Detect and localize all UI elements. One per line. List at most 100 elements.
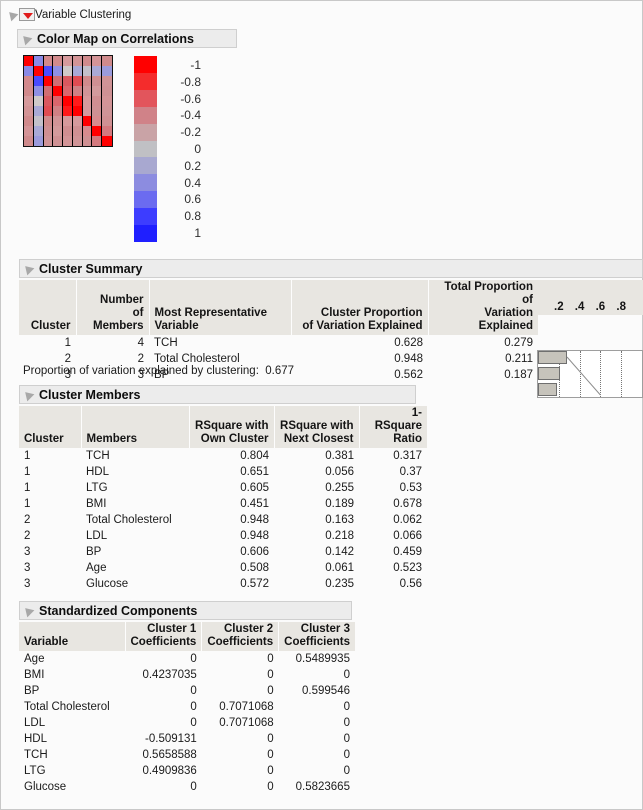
heatmap-cell[interactable] [72, 116, 83, 126]
heatmap-cell[interactable] [43, 76, 54, 86]
heatmap-cell[interactable] [63, 136, 73, 146]
heatmap-cell[interactable] [82, 96, 93, 106]
heatmap-cell[interactable] [33, 76, 44, 86]
heatmap-cell[interactable] [33, 56, 44, 66]
heatmap-cell[interactable] [53, 66, 64, 76]
heatmap-cell[interactable] [102, 96, 112, 106]
barchart-bar[interactable] [538, 383, 558, 396]
outer-section-header[interactable]: Variable Clustering [3, 5, 642, 24]
heatmap-cell[interactable] [82, 56, 93, 66]
heatmap-cell[interactable] [63, 116, 73, 126]
table-row[interactable]: 1 4 TCH 0.628 0.279 [19, 335, 538, 351]
heatmap-cell[interactable] [92, 86, 103, 96]
table-row[interactable]: 1 LTG 0.605 0.255 0.53 [19, 480, 427, 496]
heatmap-cell[interactable] [72, 56, 83, 66]
heatmap-cell[interactable] [63, 66, 73, 76]
heatmap-cell[interactable] [82, 126, 93, 136]
heatmap-cell[interactable] [63, 56, 73, 66]
correlation-heatmap[interactable] [23, 55, 113, 147]
heatmap-cell[interactable] [92, 126, 103, 136]
heatmap-cell[interactable] [33, 126, 44, 136]
heatmap-cell[interactable] [72, 136, 83, 146]
heatmap-cell[interactable] [63, 86, 73, 96]
heatmap-cell[interactable] [33, 66, 44, 76]
heatmap-cell[interactable] [33, 96, 44, 106]
heatmap-cell[interactable] [43, 66, 54, 76]
table-row[interactable]: 1 TCH 0.804 0.381 0.317 [19, 448, 427, 464]
heatmap-cell[interactable] [43, 106, 54, 116]
heatmap-cell[interactable] [102, 116, 112, 126]
heatmap-cell[interactable] [24, 76, 34, 86]
heatmap-cell[interactable] [63, 76, 73, 86]
heatmap-cell[interactable] [43, 126, 54, 136]
heatmap-cell[interactable] [33, 86, 44, 96]
table-row[interactable]: 1 HDL 0.651 0.056 0.37 [19, 464, 427, 480]
heatmap-cell[interactable] [53, 126, 64, 136]
heatmap-cell[interactable] [43, 136, 54, 146]
heatmap-cell[interactable] [92, 56, 103, 66]
table-row[interactable]: LDL 0 0.7071068 0 [19, 715, 355, 731]
heatmap-cell[interactable] [82, 106, 93, 116]
heatmap-cell[interactable] [72, 66, 83, 76]
heatmap-cell[interactable] [92, 136, 103, 146]
heatmap-cell[interactable] [92, 76, 103, 86]
heatmap-cell[interactable] [92, 116, 103, 126]
table-row[interactable]: HDL -0.509131 0 0 [19, 731, 355, 747]
heatmap-cell[interactable] [53, 116, 64, 126]
heatmap-cell[interactable] [53, 106, 64, 116]
table-row[interactable]: 3 Age 0.508 0.061 0.523 [19, 560, 427, 576]
heatmap-cell[interactable] [43, 56, 54, 66]
cluster-summary-section-header[interactable]: Cluster Summary [19, 259, 643, 278]
heatmap-cell[interactable] [53, 136, 64, 146]
heatmap-cell[interactable] [92, 66, 103, 76]
table-row[interactable]: TCH 0.5658588 0 0 [19, 747, 355, 763]
heatmap-cell[interactable] [82, 66, 93, 76]
table-row[interactable]: 2 Total Cholesterol 0.948 0.163 0.062 [19, 512, 427, 528]
heatmap-cell[interactable] [82, 116, 93, 126]
red-triangle-popup-icon[interactable] [19, 8, 35, 21]
standardized-components-section-header[interactable]: Standardized Components [19, 601, 352, 620]
table-row[interactable]: BP 0 0 0.599546 [19, 683, 355, 699]
total-proportion-barchart[interactable] [537, 350, 643, 398]
heatmap-cell[interactable] [102, 76, 112, 86]
barchart-bar[interactable] [538, 367, 560, 380]
heatmap-cell[interactable] [24, 116, 34, 126]
heatmap-cell[interactable] [24, 96, 34, 106]
heatmap-cell[interactable] [72, 76, 83, 86]
table-row[interactable]: 3 BP 0.606 0.142 0.459 [19, 544, 427, 560]
heatmap-cell[interactable] [24, 66, 34, 76]
table-row[interactable]: 2 2 Total Cholesterol 0.948 0.211 [19, 351, 538, 367]
table-row[interactable]: 3 3 BP 0.562 0.187 [19, 367, 538, 383]
table-row[interactable]: BMI 0.4237035 0 0 [19, 667, 355, 683]
table-row[interactable]: Glucose 0 0 0.5823665 [19, 779, 355, 795]
table-row[interactable]: 3 Glucose 0.572 0.235 0.56 [19, 576, 427, 592]
heatmap-cell[interactable] [72, 96, 83, 106]
heatmap-cell[interactable] [72, 106, 83, 116]
heatmap-cell[interactable] [102, 136, 112, 146]
heatmap-cell[interactable] [24, 106, 34, 116]
cluster-members-section-header[interactable]: Cluster Members [19, 385, 416, 404]
heatmap-cell[interactable] [33, 106, 44, 116]
heatmap-cell[interactable] [63, 96, 73, 106]
heatmap-cell[interactable] [92, 96, 103, 106]
heatmap-cell[interactable] [82, 136, 93, 146]
disclosure-triangle-icon[interactable] [21, 262, 35, 275]
disclosure-triangle-icon[interactable] [19, 32, 33, 45]
disclosure-triangle-icon[interactable] [21, 388, 35, 401]
table-row[interactable]: Age 0 0 0.5489935 [19, 651, 355, 667]
heatmap-cell[interactable] [33, 116, 44, 126]
heatmap-cell[interactable] [63, 126, 73, 136]
heatmap-cell[interactable] [43, 96, 54, 106]
barchart-bar[interactable] [538, 351, 568, 364]
heatmap-cell[interactable] [92, 106, 103, 116]
heatmap-cell[interactable] [82, 76, 93, 86]
heatmap-cell[interactable] [102, 56, 112, 66]
table-row[interactable]: 2 LDL 0.948 0.218 0.066 [19, 528, 427, 544]
heatmap-cell[interactable] [82, 86, 93, 96]
heatmap-cell[interactable] [53, 76, 64, 86]
colormap-section-header[interactable]: Color Map on Correlations [17, 29, 237, 48]
heatmap-cell[interactable] [24, 126, 34, 136]
heatmap-cell[interactable] [102, 126, 112, 136]
heatmap-cell[interactable] [24, 136, 34, 146]
heatmap-cell[interactable] [53, 86, 64, 96]
